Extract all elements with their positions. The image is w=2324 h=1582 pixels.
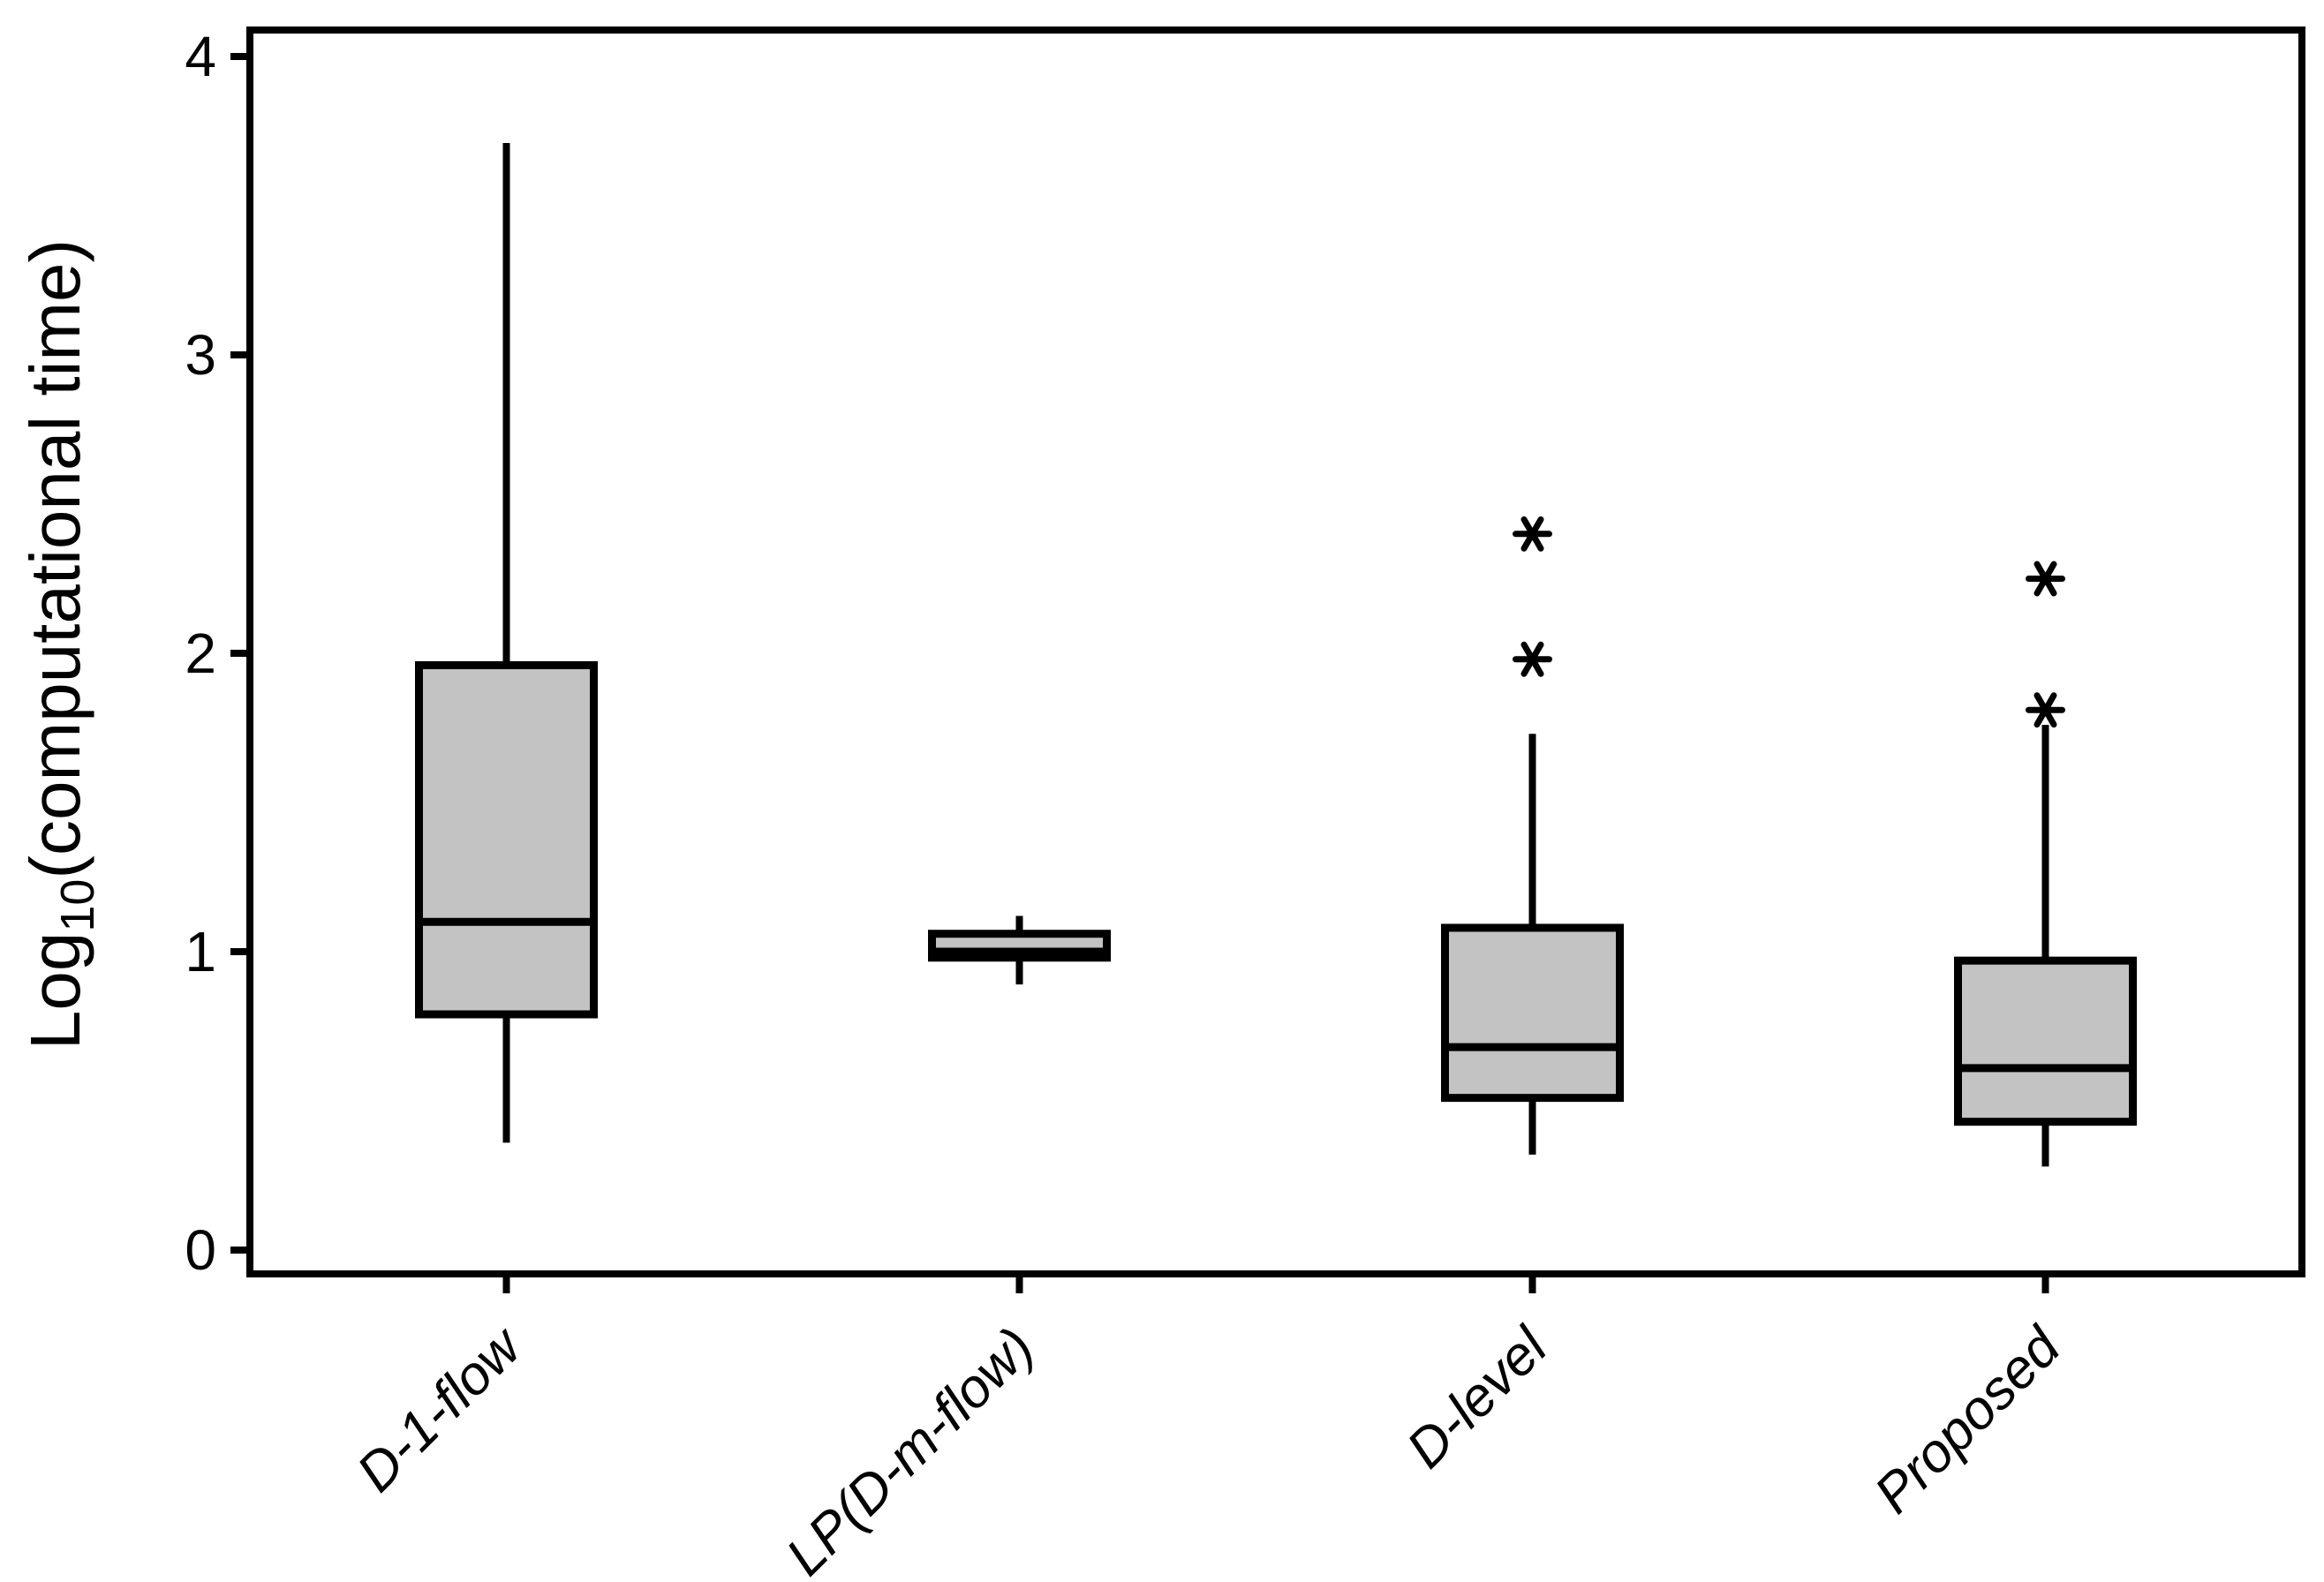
outlier-stroke: [2034, 692, 2057, 728]
outlier-marker: [1513, 516, 1552, 552]
outlier-stroke: [1520, 516, 1544, 552]
iqr-box: [1441, 923, 1624, 1103]
outlier-marker: [2026, 561, 2065, 597]
y-tick-label: 1: [185, 920, 216, 983]
box-group: [1954, 561, 2137, 1167]
outlier-marker: [2026, 692, 2065, 728]
outlier-stroke: [2034, 561, 2057, 597]
y-axis-title-suffix: (computational time): [16, 239, 94, 879]
x-category-label: D-1-flow: [345, 1314, 535, 1503]
box-group: [928, 915, 1111, 985]
iqr-box: [415, 661, 598, 1019]
x-category-label: Proposed: [1863, 1315, 2073, 1525]
y-tick-label: 2: [185, 622, 216, 685]
y-axis-title-prefix: Log: [16, 932, 94, 1050]
y-axis-title-subscript: 10: [51, 879, 104, 932]
y-tick-label: 0: [185, 1218, 216, 1282]
box-group: [415, 143, 598, 1143]
y-tick-label: 3: [185, 323, 216, 387]
box-group: [1441, 516, 1624, 1155]
outlier-stroke: [1520, 641, 1544, 677]
iqr-box: [1954, 956, 2137, 1126]
x-category-label: D-level: [1395, 1315, 1560, 1480]
x-category-label: LP(D-m-flow): [774, 1316, 1045, 1582]
outlier-marker: [1513, 641, 1552, 677]
y-tick-label: 4: [185, 25, 216, 88]
y-axis-title: Log10(computational time): [16, 239, 104, 1050]
